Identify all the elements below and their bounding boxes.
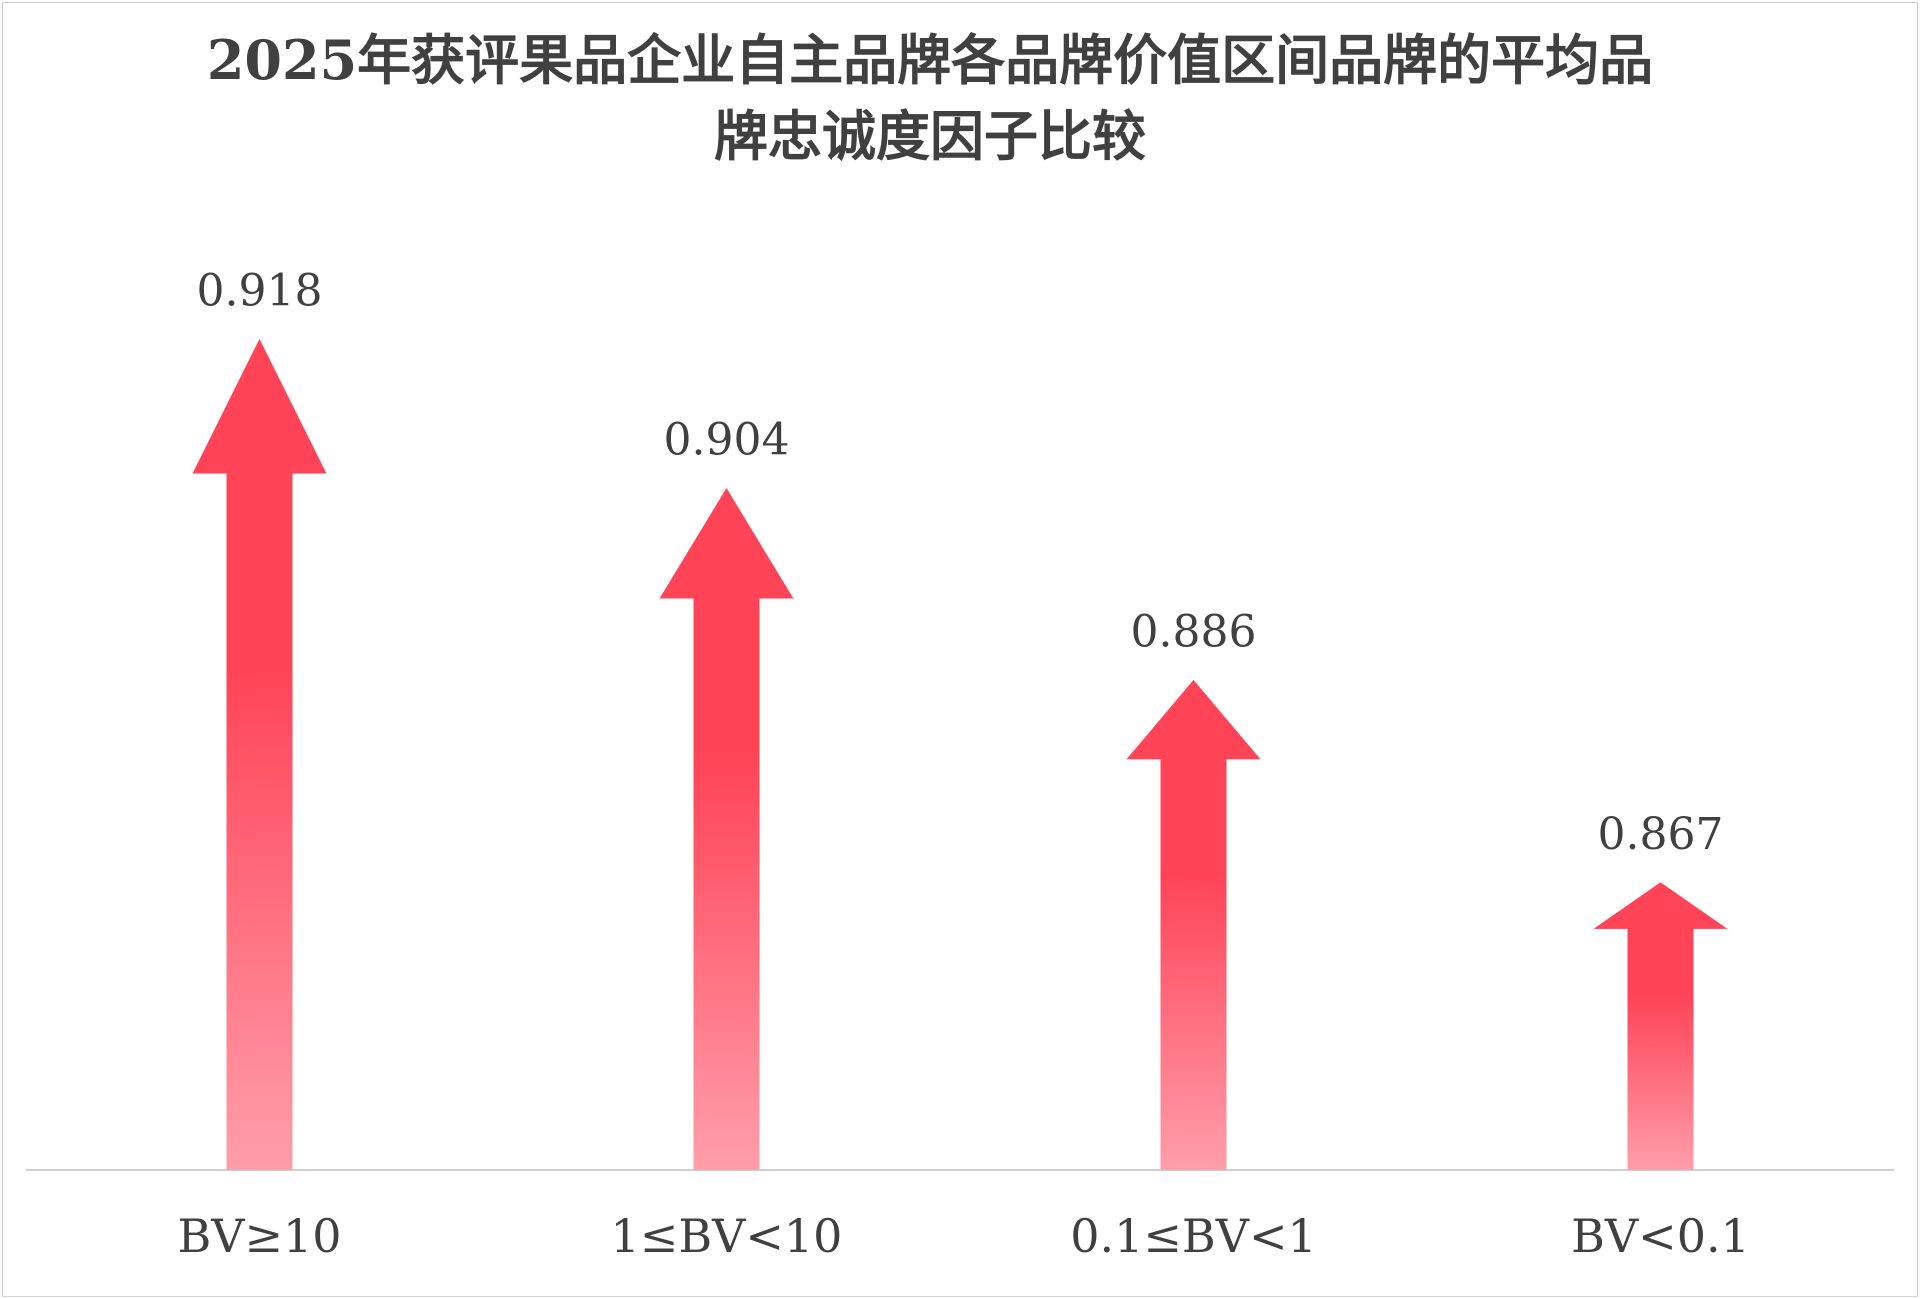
value-label: 0.886 — [1131, 606, 1257, 657]
arrow-bar — [659, 488, 794, 1170]
arrow-bar — [192, 338, 327, 1170]
arrow-bar — [1593, 882, 1728, 1170]
x-tick-label: BV≥10 — [177, 1209, 341, 1263]
x-tick-label: 0.1≤BV<1 — [1070, 1209, 1317, 1263]
value-label: 0.904 — [664, 415, 790, 466]
value-label: 0.867 — [1598, 809, 1724, 860]
x-tick-label: 1≤BV<10 — [611, 1209, 843, 1263]
value-label: 0.918 — [197, 265, 323, 316]
arrow-bar — [1126, 679, 1261, 1170]
x-tick-label: BV<0.1 — [1571, 1209, 1750, 1263]
chart-title: 2025年获评果品企业自主品牌各品牌价值区间品牌的平均品牌忠诚度因子比较 — [206, 28, 1654, 168]
